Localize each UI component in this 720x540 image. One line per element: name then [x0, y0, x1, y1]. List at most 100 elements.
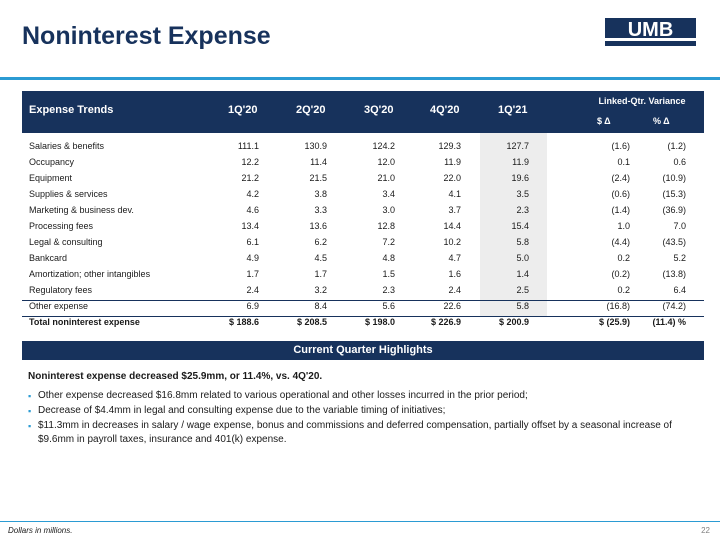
footer-rule [0, 521, 720, 522]
table-row: Salaries & benefits 111.1 130.9 124.2 129.3 1… [22, 138, 704, 154]
table-cell: 1.6 [448, 269, 461, 279]
table-row: Legal & consulting 6.1 6.2 7.2 10.2 5.8 (4.4) (… [22, 234, 704, 250]
table-cell: 1.7 [246, 269, 259, 279]
pct-change-header: % Δ [653, 116, 670, 126]
table-cell: 4.8 [382, 253, 395, 263]
table-cell: 1.4 [516, 269, 529, 279]
pct-change-cell: 0.6 [673, 157, 686, 167]
table-cell: 2.4 [246, 285, 259, 295]
table-cell: 4.5 [314, 253, 327, 263]
table-cell: 129.3 [438, 141, 461, 151]
table-cell: 12.0 [377, 157, 395, 167]
highlight-bullet: ▪ Decrease of $4.4mm in legal and consult… [28, 404, 688, 418]
table-cell: 5.8 [516, 237, 529, 247]
pct-change-cell: (74.2) [662, 301, 686, 311]
bullet-icon: ▪ [28, 421, 32, 431]
table-cell: 5.8 [516, 301, 529, 311]
pct-change-cell: (13.8) [662, 269, 686, 279]
table-row: Regulatory fees 2.4 3.2 2.3 2.4 2.5 0.2 6.4 [22, 282, 704, 298]
row-label: Salaries & benefits [29, 141, 105, 151]
dollar-change-cell: 0.2 [617, 285, 630, 295]
row-label: Legal & consulting [29, 237, 103, 247]
table-row: Bankcard 4.9 4.5 4.8 4.7 5.0 0.2 5.2 [22, 250, 704, 266]
table-cell: 14.4 [443, 221, 461, 231]
table-cell: 15.4 [511, 221, 529, 231]
table-row: Processing fees 13.4 13.6 12.8 14.4 15.4 1.0 7.… [22, 218, 704, 234]
table-cell: $ 188.6 [228, 317, 259, 327]
page-title: Noninterest Expense [22, 22, 271, 50]
table-row: Amortization; other intangibles 1.7 1.7 1.5… [22, 266, 704, 282]
table-cell: 3.7 [448, 205, 461, 215]
footnote: Dollars in millions. [8, 526, 73, 535]
table-bottom-rule [22, 316, 704, 317]
table-cell: 3.8 [314, 189, 327, 199]
row-label: Amortization; other intangibles [29, 269, 151, 279]
table-cell: 4.2 [246, 189, 259, 199]
period-header: 1Q'21 [498, 104, 528, 116]
page-number: 22 [701, 526, 710, 535]
table-cell: 11.9 [512, 157, 529, 167]
table-cell: 4.9 [246, 253, 259, 263]
table-row: Other expense 6.9 8.4 5.6 22.6 5.8 (16.8) (74.2… [22, 298, 704, 314]
bullet-text: Other expense decreased $16.8mm related … [38, 390, 528, 401]
umb-logo: UMB [605, 18, 696, 46]
row-label: Supplies & services [29, 189, 108, 199]
dollar-change-cell: (2.4) [611, 173, 630, 183]
current-quarter-shade [480, 133, 547, 317]
table-cell: 21.0 [377, 173, 395, 183]
table-header: Expense Trends 1Q'20 2Q'20 3Q'20 4Q'20 1… [22, 91, 704, 133]
table-cell: 130.9 [304, 141, 327, 151]
bullet-text: Decrease of $4.4mm in legal and consulti… [38, 405, 446, 416]
total-rule [22, 300, 704, 301]
table-cell: $ 200.9 [498, 317, 529, 327]
row-label: Other expense [29, 301, 89, 311]
pct-change-cell: (11.4) % [652, 317, 686, 327]
bullet-icon: ▪ [28, 406, 32, 416]
highlight-bullet: ▪ $11.3mm in decreases in salary / wage e… [28, 419, 688, 447]
row-label: Regulatory fees [29, 285, 93, 295]
table-cell: 12.8 [377, 221, 395, 231]
dollar-change-cell: (0.2) [611, 269, 630, 279]
bullet-text: $11.3mm in decreases in salary / wage ex… [38, 420, 672, 445]
table-cell: 22.6 [443, 301, 461, 311]
dollar-change-cell: (1.6) [611, 141, 630, 151]
total-row: Total noninterest expense $ 188.6 $ 208.5 $… [22, 314, 704, 330]
table-cell: $ 198.0 [364, 317, 395, 327]
table-header-label: Expense Trends [29, 104, 114, 116]
period-header: 1Q'20 [228, 104, 258, 116]
table-cell: 5.0 [516, 253, 529, 263]
linked-qtr-header: Linked-Qtr. Variance [598, 96, 686, 106]
table-cell: 21.5 [309, 173, 327, 183]
period-header: 2Q'20 [296, 104, 326, 116]
pct-change-cell: (1.2) [667, 141, 686, 151]
table-cell: 2.3 [516, 205, 529, 215]
table-cell: $ 208.5 [296, 317, 327, 327]
table-cell: 22.0 [443, 173, 461, 183]
row-label: Equipment [29, 173, 73, 183]
table-row: Equipment 21.2 21.5 21.0 22.0 19.6 (2.4) (10.9) [22, 170, 704, 186]
dollar-change-cell: (4.4) [611, 237, 630, 247]
table-cell: 3.2 [314, 285, 327, 295]
table-cell: 13.4 [241, 221, 259, 231]
dollar-change-cell: $ (25.9) [598, 317, 630, 327]
row-label: Occupancy [29, 157, 75, 167]
table-cell: 6.2 [314, 237, 327, 247]
highlight-bullet: ▪ Other expense decreased $16.8mm related… [28, 389, 688, 403]
table-cell: 4.6 [246, 205, 259, 215]
table-cell: 3.5 [516, 189, 529, 199]
pct-change-cell: 6.4 [673, 285, 686, 295]
table-cell: 2.3 [382, 285, 395, 295]
table-cell: 11.4 [310, 157, 327, 167]
logo-text: UMB [628, 19, 674, 41]
table-cell: 4.1 [448, 189, 461, 199]
row-label: Processing fees [29, 221, 94, 231]
pct-change-cell: (15.3) [662, 189, 686, 199]
highlights-header: Current Quarter Highlights [22, 341, 704, 360]
table-cell: 10.2 [443, 237, 461, 247]
dollar-change-cell: 1.0 [617, 221, 630, 231]
table-cell: 1.5 [382, 269, 395, 279]
pct-change-cell: 7.0 [673, 221, 686, 231]
table-cell: 11.9 [444, 157, 461, 167]
dollar-change-header: $ Δ [597, 116, 611, 126]
row-label: Marketing & business dev. [29, 205, 134, 215]
